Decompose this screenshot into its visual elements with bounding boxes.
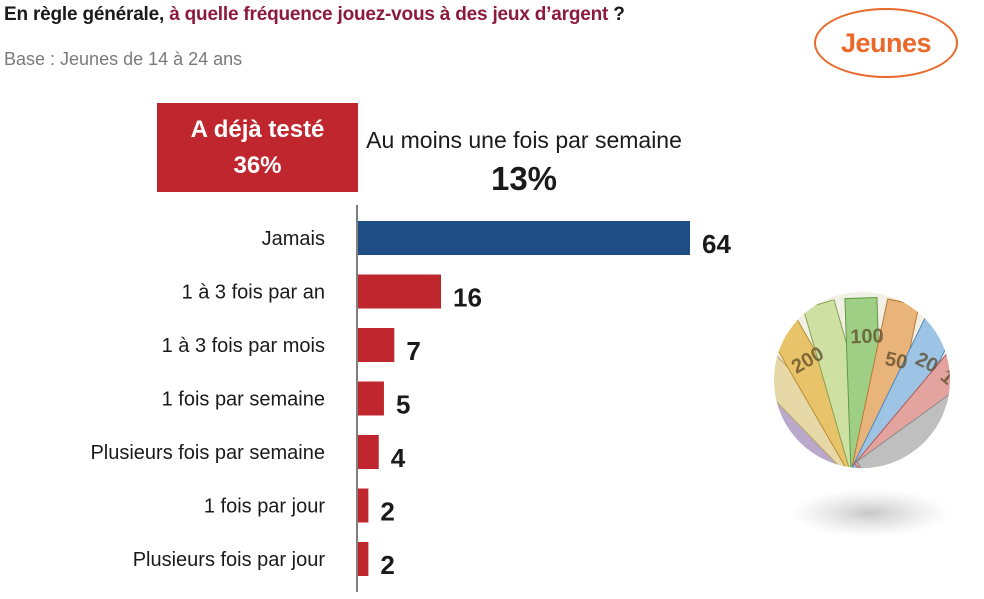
title-lead: En règle générale, xyxy=(4,4,165,25)
category-label: 1 fois par jour xyxy=(204,496,326,518)
bar xyxy=(358,274,441,309)
weekly-callout-value: 13% xyxy=(490,160,558,197)
category-label: Jamais xyxy=(262,228,325,250)
chart-title: En règle générale, à quelle fréquence jo… xyxy=(4,4,625,26)
svg-text:50: 50 xyxy=(883,348,909,374)
already-tested-value: 36% xyxy=(233,152,282,179)
bar xyxy=(358,381,384,416)
value-label: 5 xyxy=(396,390,410,420)
bar xyxy=(358,542,369,576)
category-label: 1 fois par semaine xyxy=(162,389,325,411)
weekly-callout-label: Au moins une fois par semaine xyxy=(366,127,682,153)
value-label: 2 xyxy=(380,550,394,580)
bar xyxy=(358,328,395,362)
value-label: 64 xyxy=(702,229,731,259)
already-tested-box: A déjà testé 36% xyxy=(157,103,358,192)
value-label: 7 xyxy=(406,336,420,366)
value-label: 16 xyxy=(453,283,482,313)
bar xyxy=(358,435,379,469)
bar xyxy=(358,221,690,255)
category-label: Plusieurs fois par semaine xyxy=(90,442,325,464)
category-label: 1 à 3 fois par an xyxy=(182,282,325,304)
bar xyxy=(358,488,369,523)
audience-badge: Jeunes xyxy=(814,8,958,78)
chart-subtitle: Base : Jeunes de 14 à 24 ans xyxy=(4,49,243,69)
svg-text:100: 100 xyxy=(850,325,884,348)
already-tested-label: A déjà testé xyxy=(190,116,325,143)
title-highlight: à quelle fréquence jouez-vous à des jeux… xyxy=(169,4,609,25)
title-end: ? xyxy=(608,4,625,25)
value-label: 4 xyxy=(391,443,406,473)
category-label: Plusieurs fois par jour xyxy=(133,549,326,571)
euro-banknotes-icon: 200 100 50 20 10 xyxy=(774,292,950,537)
category-label: 1 à 3 fois par mois xyxy=(162,335,325,357)
value-label: 2 xyxy=(380,497,394,527)
